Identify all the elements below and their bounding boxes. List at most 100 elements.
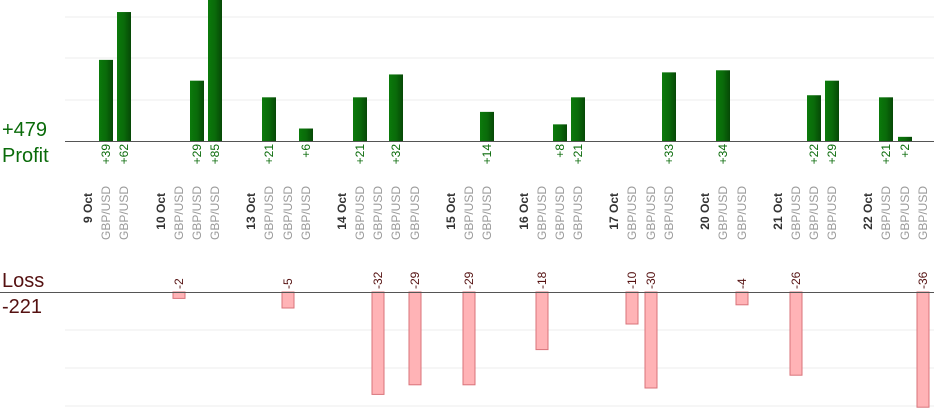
trade-pair-label: GBP/USD xyxy=(208,186,222,240)
profit-bar xyxy=(716,70,730,141)
profit-bar xyxy=(553,124,567,141)
trade-pair-label: GBP/USD xyxy=(281,186,295,240)
profit-bar xyxy=(208,0,222,142)
loss-bar xyxy=(789,291,803,376)
profit-bar xyxy=(571,97,585,141)
loss-bar xyxy=(644,291,658,389)
trade-pair-label: GBP/USD xyxy=(172,186,186,240)
trade-pair-label: GBP/USD xyxy=(190,186,204,240)
date-label: 15 Oct xyxy=(444,193,458,230)
date-label: 16 Oct xyxy=(517,193,531,230)
trade-pair-label: GBP/USD xyxy=(462,186,476,240)
trade-pair-label: GBP/USD xyxy=(535,186,549,240)
date-label: 21 Oct xyxy=(771,193,785,230)
profit-bar xyxy=(662,72,676,141)
trade-pair-label: GBP/USD xyxy=(879,186,893,240)
loss-value-label: -10 xyxy=(625,271,639,289)
loss-bar xyxy=(916,291,930,408)
profit-value-label: +6 xyxy=(299,144,313,158)
profit-value-label: +8 xyxy=(553,144,567,158)
profit-bar xyxy=(898,136,912,141)
loss-bar xyxy=(535,291,549,351)
loss-bar xyxy=(735,291,749,306)
trade-pair-label: GBP/USD xyxy=(571,186,585,240)
trade-pair-label: GBP/USD xyxy=(825,186,839,240)
loss-bar xyxy=(281,291,295,309)
profit-label: Profit xyxy=(2,145,49,167)
profit-value-label: +2 xyxy=(898,144,912,158)
profit-value-label: +85 xyxy=(208,144,222,165)
loss-label: Loss xyxy=(2,270,45,292)
trade-pair-label: GBP/USD xyxy=(662,186,676,240)
profit-value-label: +62 xyxy=(117,144,131,165)
bar-labels: +39 +62 +29 +85 +21 +6 +21 +32 +14 +8 +21 +33 +34 +22… xyxy=(81,144,930,289)
date-label: 20 Oct xyxy=(698,193,712,230)
profit-value-label: +21 xyxy=(571,144,585,165)
profit-bar xyxy=(879,97,893,141)
trade-pair-label: GBP/USD xyxy=(117,186,131,240)
trade-pair-label: GBP/USD xyxy=(262,186,276,240)
loss-value-label: -30 xyxy=(644,271,658,289)
trade-pair-label: GBP/USD xyxy=(807,186,821,240)
profit-bar xyxy=(299,128,313,141)
profit-bar xyxy=(353,97,367,141)
trade-pair-label: GBP/USD xyxy=(735,186,749,240)
profit-bar xyxy=(825,80,839,141)
profit-value-label: +34 xyxy=(716,144,730,165)
trade-pair-label: GBP/USD xyxy=(389,186,403,240)
loss-bar xyxy=(408,291,422,386)
date-label: 14 Oct xyxy=(335,193,349,230)
trade-pair-label: GBP/USD xyxy=(299,186,313,240)
loss-value-label: -36 xyxy=(916,271,930,289)
profit-bar xyxy=(262,97,276,141)
trade-pair-label: GBP/USD xyxy=(916,186,930,240)
trade-pair-label: GBP/USD xyxy=(408,186,422,240)
profit-bar xyxy=(807,95,821,141)
loss-value-label: -2 xyxy=(172,278,186,289)
trade-pair-label: GBP/USD xyxy=(353,186,367,240)
profit-value-label: +33 xyxy=(662,144,676,165)
date-label: 10 Oct xyxy=(154,193,168,230)
profit-value-label: +22 xyxy=(807,144,821,165)
trade-pair-label: GBP/USD xyxy=(789,186,803,240)
trade-pair-label: GBP/USD xyxy=(898,186,912,240)
profit-bar xyxy=(117,12,131,142)
profit-value-label: +21 xyxy=(353,144,367,165)
trade-pair-label: GBP/USD xyxy=(371,186,385,240)
trade-pair-label: GBP/USD xyxy=(553,186,567,240)
loss-value-label: -4 xyxy=(735,278,749,289)
profit-value-label: +39 xyxy=(99,144,113,165)
profit-bar xyxy=(389,74,403,141)
loss-bar xyxy=(371,291,385,395)
trade-pair-label: GBP/USD xyxy=(644,186,658,240)
profit-value-label: +21 xyxy=(879,144,893,165)
profit-value-label: +21 xyxy=(262,144,276,165)
loss-value-label: -32 xyxy=(371,271,385,289)
loss-value-label: -29 xyxy=(462,271,476,289)
trade-pair-label: GBP/USD xyxy=(480,186,494,240)
date-label: 13 Oct xyxy=(244,193,258,230)
profit-bar xyxy=(190,80,204,141)
trade-pair-label: GBP/USD xyxy=(99,186,113,240)
profit-value-label: +29 xyxy=(190,144,204,165)
profit-bar xyxy=(480,111,494,141)
loss-value-label: -5 xyxy=(281,278,295,289)
loss-value-label: -29 xyxy=(408,271,422,289)
bars xyxy=(99,0,930,408)
profit-value-label: +32 xyxy=(389,144,403,165)
date-label: 17 Oct xyxy=(607,193,621,230)
axes xyxy=(0,141,934,293)
profit-total: +479 xyxy=(2,119,48,141)
date-label: 9 Oct xyxy=(81,193,95,223)
loss-value-label: -18 xyxy=(535,271,549,289)
date-label: 22 Oct xyxy=(861,193,875,230)
trade-pair-label: GBP/USD xyxy=(716,186,730,240)
loss-total: -221 xyxy=(2,296,43,318)
profit-value-label: +14 xyxy=(480,144,494,165)
profit-value-label: +29 xyxy=(825,144,839,165)
loss-bar xyxy=(462,291,476,386)
loss-value-label: -26 xyxy=(789,271,803,289)
profit-bar xyxy=(99,59,113,141)
loss-bar xyxy=(625,291,639,325)
